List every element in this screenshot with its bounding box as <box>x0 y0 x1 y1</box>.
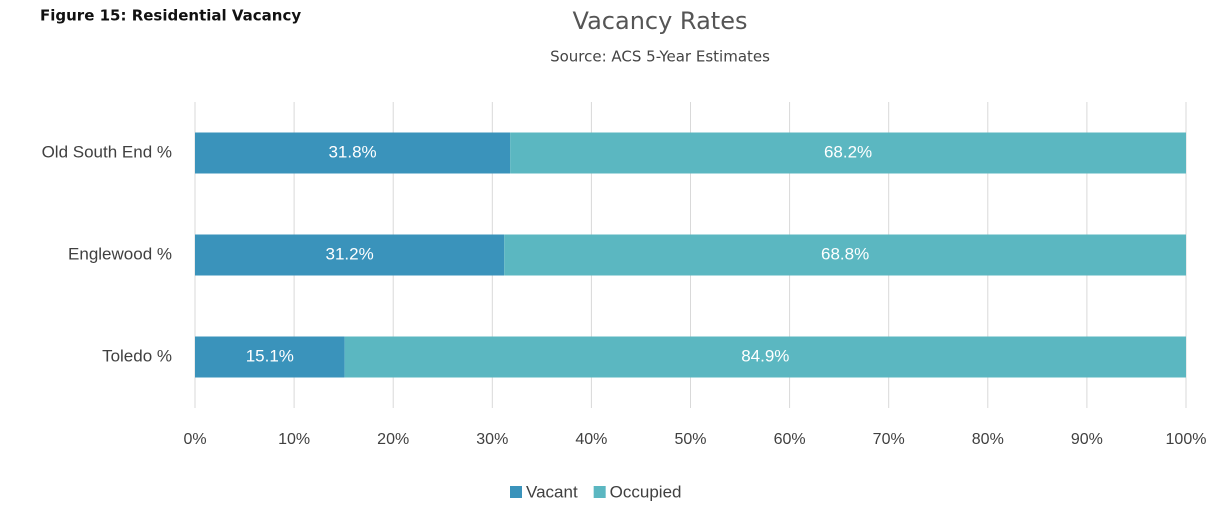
x-tick-label: 80% <box>972 431 1004 448</box>
bar-segment <box>510 132 1186 174</box>
legend-label: Vacant <box>526 482 578 501</box>
figure-label: Figure 15: Residential Vacancy <box>40 7 301 25</box>
chart-title: Vacancy Rates <box>573 7 748 35</box>
legend-swatch <box>510 486 522 498</box>
data-label: 31.8% <box>328 142 376 161</box>
x-tick-label: 20% <box>377 431 409 448</box>
x-tick-label: 50% <box>674 431 706 448</box>
y-tick-label: Old South End % <box>42 142 172 161</box>
bar-segment <box>344 336 1186 378</box>
data-label: 15.1% <box>246 346 294 365</box>
x-tick-label: 0% <box>183 431 206 448</box>
x-tick-label: 70% <box>873 431 905 448</box>
bar-segment <box>195 234 505 276</box>
legend-label: Occupied <box>610 482 682 501</box>
bar-segment <box>504 234 1186 276</box>
data-label: 68.2% <box>824 142 872 161</box>
x-tick-label: 30% <box>476 431 508 448</box>
x-tick-label: 60% <box>774 431 806 448</box>
x-tick-label: 90% <box>1071 431 1103 448</box>
y-tick-label: Englewood % <box>68 244 172 263</box>
data-label: 84.9% <box>741 346 789 365</box>
y-tick-label: Toledo % <box>102 346 172 365</box>
legend-swatch <box>593 486 606 498</box>
chart-subtitle: Source: ACS 5-Year Estimates <box>550 48 770 66</box>
data-label: 31.2% <box>325 244 373 263</box>
bar-segment <box>195 132 511 174</box>
x-tick-label: 100% <box>1166 431 1207 448</box>
bar-segment <box>195 336 345 378</box>
data-label: 68.8% <box>821 244 869 263</box>
x-tick-label: 10% <box>278 431 310 448</box>
x-tick-label: 40% <box>575 431 607 448</box>
